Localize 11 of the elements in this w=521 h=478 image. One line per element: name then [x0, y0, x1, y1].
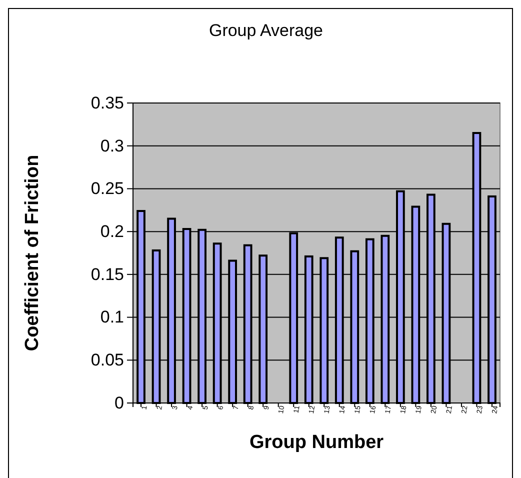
- y-tick-label: 0.05: [90, 350, 124, 370]
- chart-title: Group Average: [208, 21, 324, 40]
- y-tick-label: 0.2: [100, 222, 124, 242]
- y-tick-label: 0.3: [100, 136, 124, 156]
- y-tick-label: 0: [114, 393, 124, 412]
- y-tick-label: 0.25: [90, 179, 124, 198]
- y-axis-title: Coefficient of Friction: [22, 154, 43, 352]
- x-axis-title: Group Number: [249, 432, 384, 453]
- y-tick-label: 0.15: [90, 264, 124, 284]
- y-tick-label: 0.1: [100, 308, 124, 327]
- y-tick-label: 0.35: [90, 93, 124, 112]
